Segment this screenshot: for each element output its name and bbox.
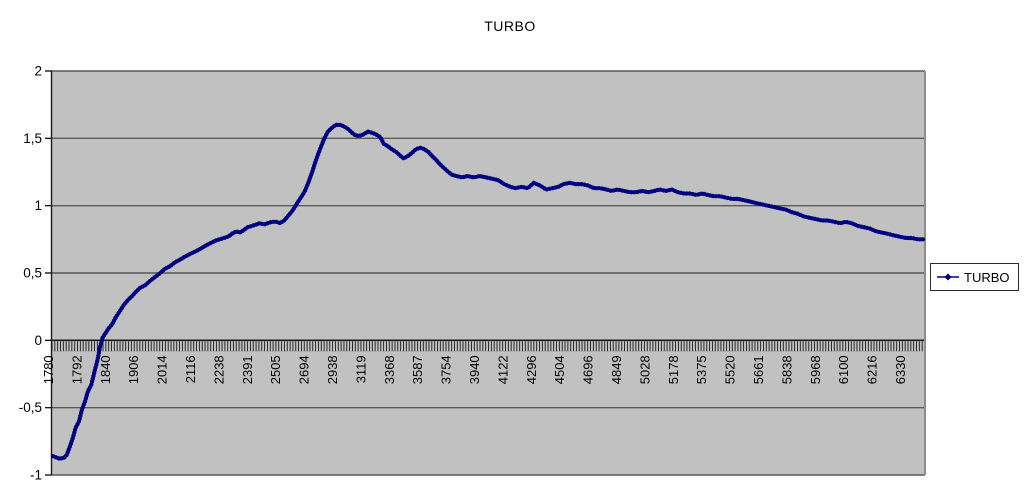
- x-tick-label: 6100: [836, 355, 851, 384]
- x-tick-label: 1906: [126, 355, 141, 384]
- x-tick-label: 4696: [581, 355, 596, 384]
- x-tick-label: 4504: [552, 355, 567, 384]
- chart-title[interactable]: TURBO: [484, 18, 536, 34]
- x-tick-label: 5968: [808, 355, 823, 384]
- x-tick-label: 4296: [524, 355, 539, 384]
- x-tick-label: 5028: [637, 355, 652, 384]
- x-tick-label: 2238: [211, 355, 226, 384]
- x-tick-label: 3940: [467, 355, 482, 384]
- y-tick-label: 0,5: [23, 266, 42, 281]
- x-tick-label: 3754: [439, 355, 454, 384]
- x-tick-label: 6216: [865, 355, 880, 384]
- y-tick-label: 1: [34, 198, 42, 213]
- x-tick-label: 2938: [325, 355, 340, 384]
- x-tick-label: 6330: [893, 355, 908, 384]
- x-tick-label: 5375: [694, 355, 709, 384]
- x-tick-label: 1792: [69, 355, 84, 384]
- x-tick-label: 2505: [268, 355, 283, 384]
- legend[interactable]: TURBO: [930, 263, 1019, 291]
- x-tick-label: 3587: [410, 355, 425, 384]
- y-tick-label: 1,5: [23, 131, 42, 146]
- x-tick-label: 3119: [353, 355, 368, 383]
- y-tick-label: 2: [34, 64, 42, 79]
- x-tick-label: 1780: [41, 355, 56, 384]
- legend-label: TURBO: [964, 269, 1010, 285]
- x-tick-label: 3368: [382, 355, 397, 384]
- turbo-series-markers: [50, 122, 927, 461]
- x-tick-label: 4849: [609, 355, 624, 384]
- x-tick-label: 4122: [495, 355, 510, 384]
- y-tick-label: 0: [34, 333, 42, 348]
- x-tick-label: 2116: [183, 355, 198, 383]
- legend-marker-icon: [937, 273, 959, 281]
- x-tick-label: 5178: [666, 355, 681, 384]
- y-tick-label: -1: [30, 468, 42, 483]
- x-tick-label: 2694: [297, 355, 312, 384]
- x-tick-label: 1840: [98, 355, 113, 384]
- y-tick-label: -0,5: [19, 400, 42, 415]
- x-tick-label: 2391: [240, 355, 255, 384]
- x-tick-label: 5838: [779, 355, 794, 384]
- x-tick-label: 2014: [155, 355, 170, 384]
- x-tick-label: 5520: [723, 355, 738, 384]
- x-tick-label: 5661: [751, 355, 766, 384]
